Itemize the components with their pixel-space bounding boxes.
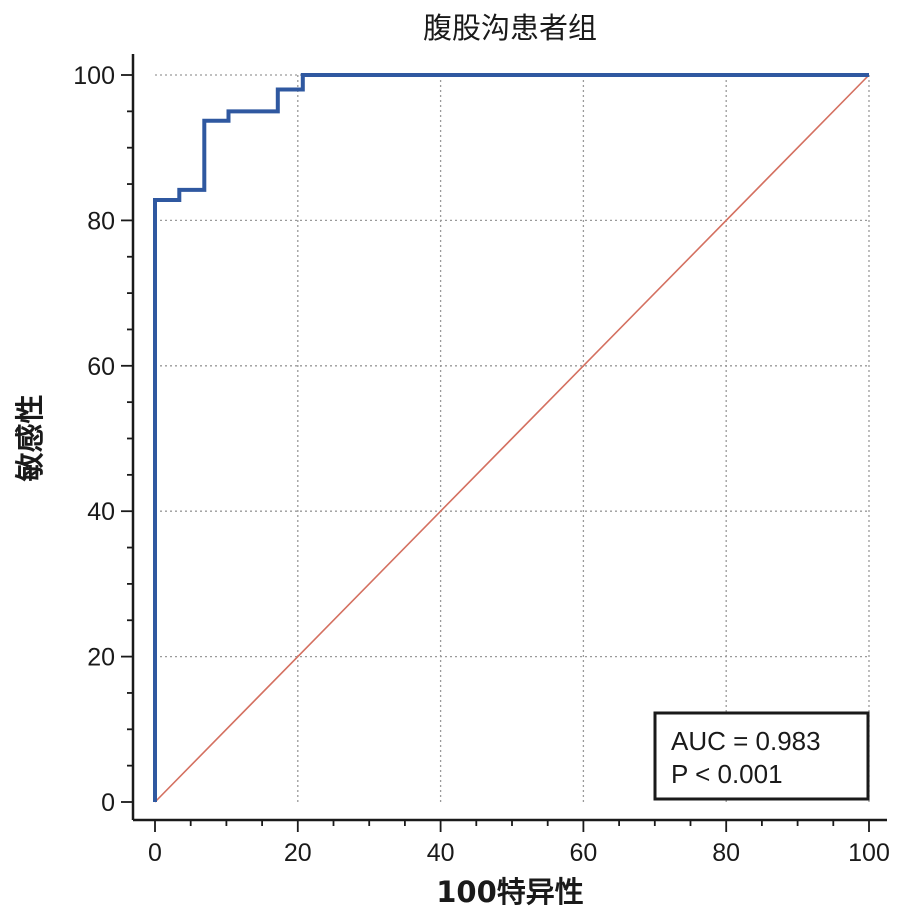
x-tick-label: 20 — [284, 839, 312, 867]
roc-curve-layer — [153, 73, 869, 802]
y-axis-label: 敏感性 — [13, 394, 47, 481]
x-axis-label: 100特异性 — [436, 875, 584, 909]
x-tick-label: 0 — [148, 839, 162, 867]
axis-ticks: 0 20 40 60 80 100 0 20 40 60 80 100 — [73, 62, 890, 867]
y-tick-label: 80 — [87, 207, 115, 235]
x-tick-label: 60 — [569, 839, 597, 867]
y-tick-label: 100 — [73, 62, 115, 90]
x-tick-label: 100 — [848, 839, 890, 867]
y-tick-label: 60 — [87, 353, 115, 381]
annotation-frame — [653, 711, 870, 801]
p-value-text: P < 0.001 — [671, 759, 783, 789]
y-tick-label: 40 — [87, 498, 115, 526]
auc-annotation-box: AUC = 0.983 P < 0.001 — [653, 711, 870, 801]
auc-value-text: AUC = 0.983 — [671, 726, 821, 756]
reference-line-layer — [154, 74, 870, 803]
y-tick-label: 0 — [101, 789, 115, 817]
roc-curve — [153, 73, 869, 802]
chart-title: 腹股沟患者组 — [423, 11, 597, 45]
x-tick-label: 40 — [427, 839, 455, 867]
y-tick-label: 20 — [87, 644, 115, 672]
reference-diagonal-line — [154, 74, 870, 803]
x-tick-label: 80 — [712, 839, 740, 867]
grid-lines — [155, 74, 870, 802]
